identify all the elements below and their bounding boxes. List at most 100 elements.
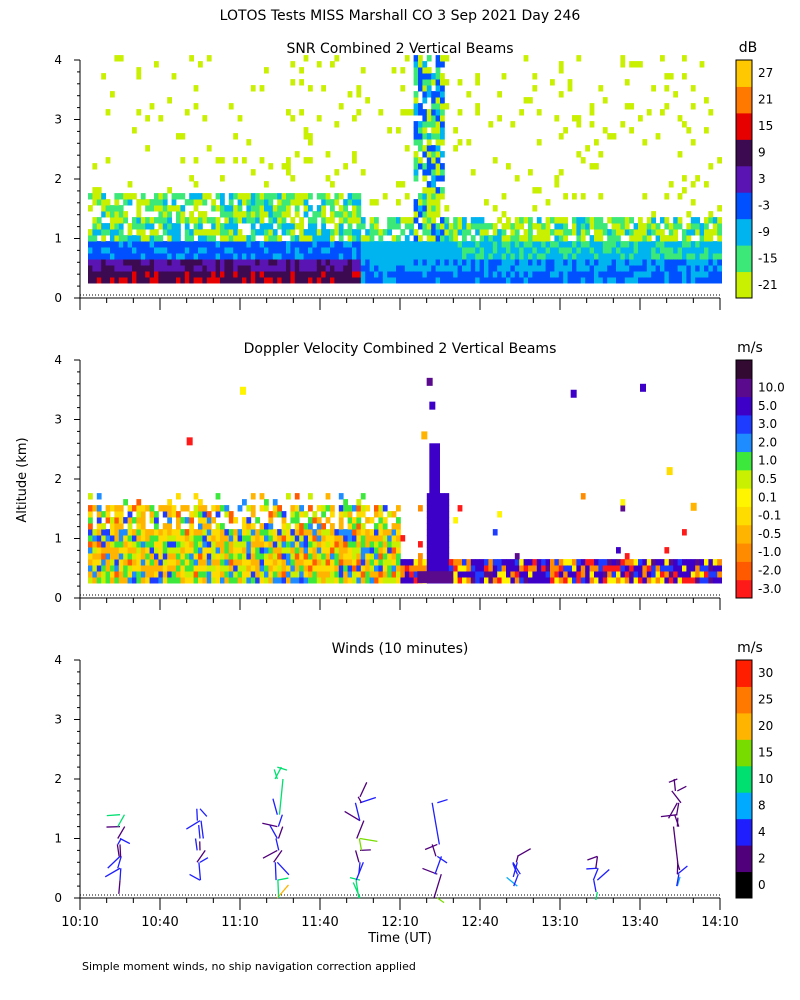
panel2-colorbar: -3.0-2.0-1.0-0.5-0.10.10.51.02.03.05.010… [735,340,785,599]
snr-cell [303,133,309,140]
snr-cell [286,229,291,236]
doppler-cell [264,499,269,506]
snr-cell [413,61,419,68]
snr-cell [356,265,362,272]
snr-cell [426,121,432,128]
doppler-cell [198,511,203,518]
snr-cell [286,157,291,164]
wind-segment [356,820,365,839]
snr-cell [167,229,172,236]
snr-cell [708,163,714,170]
doppler-cell [246,547,252,554]
snr-cell [387,265,392,272]
doppler-cell [158,505,164,512]
snr-cell [365,259,370,266]
snr-cell [268,163,274,170]
snr-cell [413,151,419,158]
doppler-cell [365,553,370,560]
snr-cell [96,199,102,206]
wind-segment [116,844,120,857]
snr-cell [409,271,414,278]
snr-cell [426,115,432,122]
wind-vector [199,857,209,863]
snr-cell [431,223,436,230]
snr-cell [136,217,142,224]
snr-cell [356,223,362,230]
doppler-cell [189,559,194,566]
wind-vector [436,897,445,904]
snr-cell [127,181,133,188]
snr-cell [426,55,432,62]
snr-cell [391,247,397,254]
snr-cell [712,241,718,248]
doppler-cell [356,535,362,542]
doppler-cell [316,571,322,578]
doppler-cell [162,541,168,548]
doppler-cell [585,565,590,572]
doppler-cell [360,553,366,560]
snr-cell [426,217,432,224]
snr-cell [682,259,687,266]
snr-cell [602,253,608,260]
doppler-cell [176,535,181,542]
snr-cell [545,199,551,206]
snr-cell [264,193,269,200]
doppler-cell [286,559,291,566]
doppler-cell [132,553,137,560]
snr-cell [277,265,282,272]
doppler-cell [316,565,322,572]
doppler-cell [470,559,476,566]
snr-cell [369,229,375,236]
doppler-cell [607,577,612,584]
snr-cell [629,103,634,110]
snr-cell [435,253,441,260]
snr-cell [695,277,700,284]
snr-cell [246,265,252,272]
colorbar-swatch [736,871,752,899]
snr-cell [660,235,665,242]
snr-cell [444,241,450,248]
snr-cell [528,235,533,242]
doppler-cell [290,565,296,572]
doppler-cell [352,565,357,572]
snr-cell [470,169,476,176]
snr-cell [426,211,432,218]
doppler-cell [536,565,542,572]
snr-cell [435,265,441,272]
snr-cell [682,55,687,62]
snr-cell [167,205,172,212]
doppler-cell [514,559,520,566]
snr-cell [528,241,533,248]
doppler-cell [206,529,212,536]
doppler-cell [215,523,221,530]
snr-cell [558,91,564,98]
snr-cell [717,205,722,212]
doppler-cell [690,559,696,566]
snr-cell [281,163,287,170]
snr-cell [114,259,120,266]
wind-vector [506,876,518,887]
snr-cell [624,253,630,260]
doppler-cell [167,505,172,512]
snr-cell [558,259,564,266]
doppler-cell [294,493,300,500]
snr-cell [127,229,133,236]
doppler-cell [453,517,458,524]
doppler-cell [426,511,432,518]
doppler-cell [246,571,252,578]
snr-cell [554,271,560,278]
snr-cell [145,217,150,224]
snr-cell [448,241,454,248]
doppler-cell [303,577,309,584]
doppler-cell [387,559,392,566]
doppler-cell [475,559,480,566]
snr-cell [514,265,520,272]
snr-cell [440,229,445,236]
snr-cell [704,235,709,242]
snr-cell [448,277,454,284]
snr-cell [184,253,190,260]
doppler-cell [167,571,172,578]
snr-cell [541,241,546,248]
doppler-cell [541,559,546,566]
doppler-cell [290,535,296,542]
